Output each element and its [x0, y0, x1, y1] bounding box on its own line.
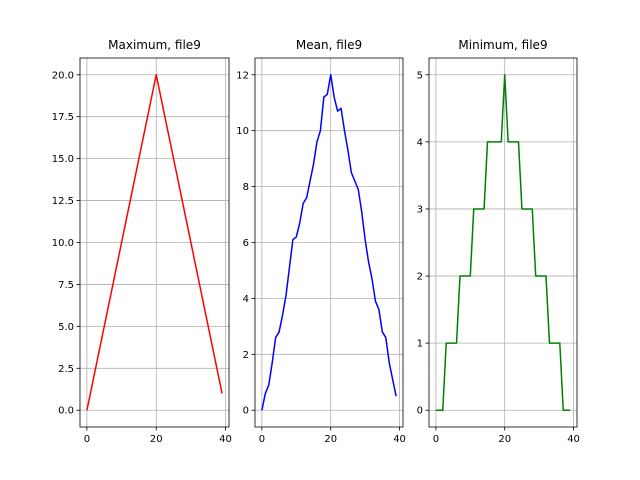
- panel-3-ytick-label-5: 5: [417, 70, 423, 81]
- panel-2-title: Mean, file9: [296, 38, 362, 52]
- panel-2-ytick-label-4: 8: [243, 182, 249, 193]
- panel-3-ytick-label-0: 0: [417, 406, 423, 417]
- panel-1-ytick-label-5: 12.5: [52, 196, 74, 207]
- panel-3-xtick-label-1: 20: [498, 434, 511, 445]
- panel-3-xtick-label-2: 40: [567, 434, 580, 445]
- panel-3-ytick-label-4: 4: [417, 137, 423, 148]
- panel-2-ytick-label-6: 12: [236, 70, 249, 81]
- panel-1-ytick-label-6: 15.0: [52, 154, 74, 165]
- panel-1-ytick-label-2: 5.0: [58, 322, 74, 333]
- panel-2-series-line-0: [261, 74, 397, 411]
- panel-1-ytick-label-1: 2.5: [58, 364, 74, 375]
- panel-1-title: Maximum, file9: [108, 38, 201, 52]
- panel-2-ytick-label-1: 2: [243, 350, 249, 361]
- panel-1-series-line-0: [86, 74, 223, 411]
- panel-3-xtick-label-0: 0: [433, 434, 439, 445]
- panel-2-ytick-label-5: 10: [236, 126, 249, 137]
- panel-1-xtick-label-2: 40: [219, 434, 232, 445]
- panel-1-xtick-label-1: 20: [150, 434, 163, 445]
- panel-2-ytick-label-0: 0: [243, 406, 249, 417]
- panel-2-ytick-label-2: 4: [243, 294, 249, 305]
- panel-2-xtick-label-1: 20: [324, 434, 337, 445]
- panel-3-ytick-label-3: 3: [417, 204, 423, 215]
- panel-3-series-line-0: [435, 74, 571, 411]
- panel-3-title: Minimum, file9: [458, 38, 547, 52]
- panel-1-ytick-label-4: 10.0: [52, 238, 74, 249]
- panel-1-ytick-label-3: 7.5: [58, 280, 74, 291]
- panel-2-xtick-label-2: 40: [393, 434, 406, 445]
- panel-1-ytick-label-0: 0.0: [58, 406, 74, 417]
- panel-2-xtick-label-0: 0: [259, 434, 265, 445]
- panel-3-axes-frame: [428, 57, 578, 428]
- panel-2-ytick-label-3: 6: [243, 238, 249, 249]
- panel-1-ytick-label-7: 17.5: [52, 112, 74, 123]
- panel-1-ytick-label-8: 20.0: [52, 70, 74, 81]
- panel-1-xtick-label-0: 0: [84, 434, 90, 445]
- panel-3-ytick-label-1: 1: [417, 339, 423, 350]
- panel-3-ytick-label-2: 2: [417, 272, 423, 283]
